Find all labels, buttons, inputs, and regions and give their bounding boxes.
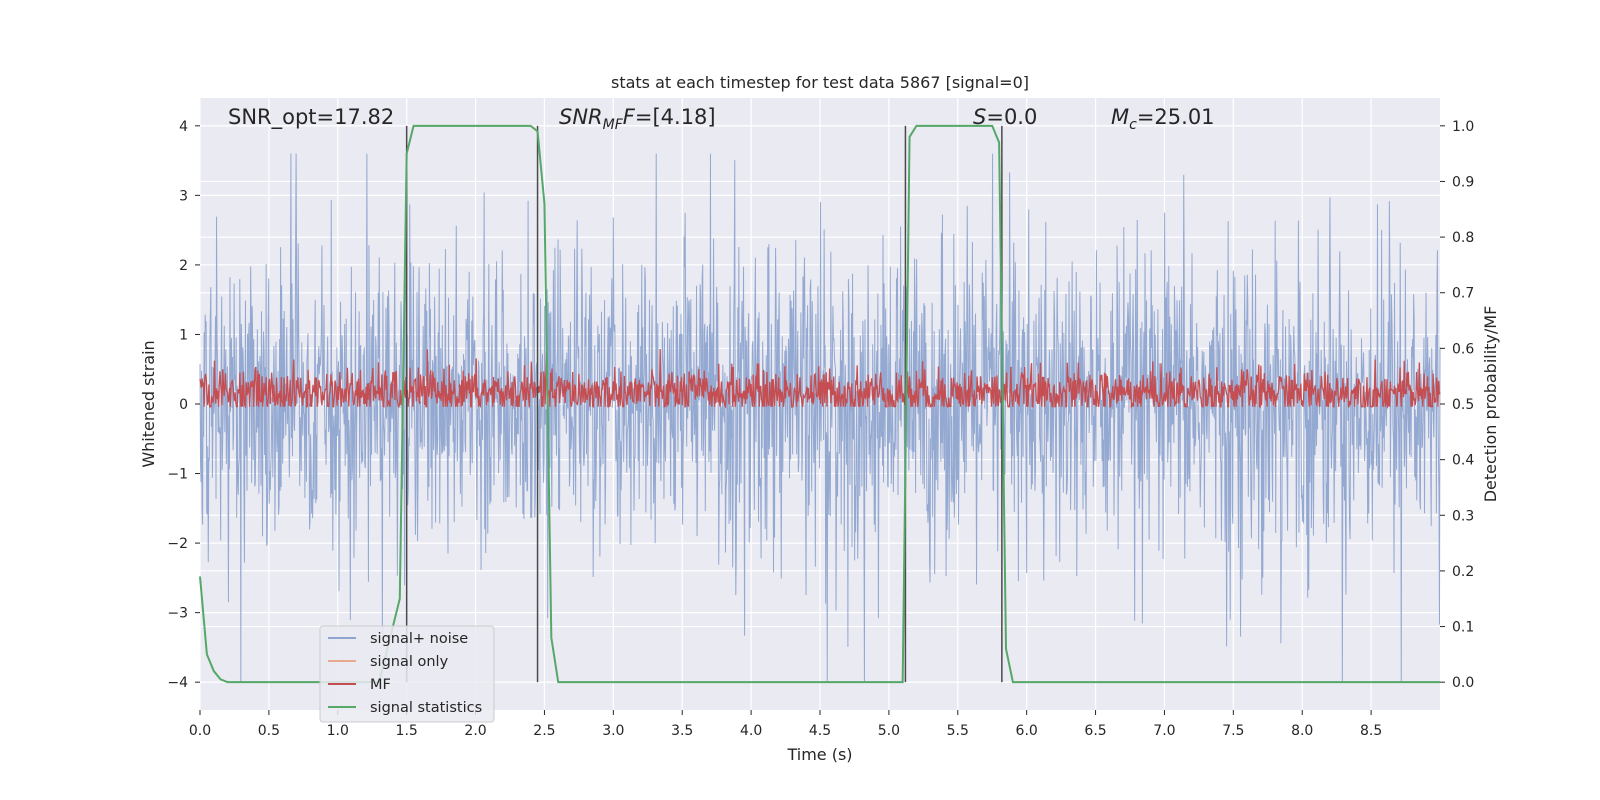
x-tick-label: 7.0 <box>1153 723 1175 739</box>
y-right-tick-label: 0.6 <box>1452 341 1474 357</box>
x-tick-label: 1.0 <box>327 723 349 739</box>
y-tick-label: 2 <box>179 258 188 274</box>
mc-base: M <box>1111 105 1129 129</box>
y-right-tick-label: 0.0 <box>1452 675 1474 691</box>
y-tick-label: −4 <box>167 675 188 691</box>
y-tick-label: −3 <box>167 606 188 622</box>
y-tick-label: 4 <box>179 119 188 135</box>
chart-title: stats at each timestep for test data 586… <box>611 73 1029 92</box>
annotation-mc: Mc=25.01 <box>1111 105 1215 133</box>
x-tick-label: 8.5 <box>1360 723 1382 739</box>
y-right-tick-label: 0.1 <box>1452 620 1474 636</box>
y-right-tick-label: 0.2 <box>1452 564 1474 580</box>
legend-label-signal-statistics: signal statistics <box>370 700 482 716</box>
x-tick-label: 7.5 <box>1222 723 1244 739</box>
y-right-tick-label: 0.9 <box>1452 174 1474 190</box>
annotation-snr-opt: SNR_opt=17.82 <box>228 105 394 130</box>
snr-mf-value: =[4.18] <box>635 105 716 129</box>
signal-statistics-line <box>199 124 1440 684</box>
x-tick-label: 3.5 <box>671 723 693 739</box>
x-axis-label: Time (s) <box>786 745 852 764</box>
y-right-tick-label: 0.5 <box>1452 397 1474 413</box>
signal-statistics-series <box>199 124 1440 684</box>
y-axis-label: Whitened strain <box>139 340 158 467</box>
s-value: =0.0 <box>986 105 1037 129</box>
y-tick-label: 0 <box>179 397 188 413</box>
y-tick-label: 3 <box>179 188 188 204</box>
snr-mf-f: F <box>623 105 636 129</box>
x-tick-label: 8.0 <box>1291 723 1313 739</box>
annotation-snr-mf: SNRMFF=[4.18] <box>559 105 716 133</box>
x-tick-label: 1.5 <box>396 723 418 739</box>
y-right-tick-label: 0.8 <box>1452 230 1474 246</box>
y-tick-label: −2 <box>167 536 188 552</box>
y-axis-ticks: −4 −3 −2 −1 0 1 2 3 4 <box>167 119 200 691</box>
legend-label-signal-only: signal only <box>370 654 449 670</box>
y-right-tick-label: 1.0 <box>1452 119 1474 135</box>
x-axis-ticks: 0.0 0.5 1.0 1.5 2.0 2.5 3.0 3.5 4.0 4.5 5.0 5.5 6.0 6… <box>189 710 1382 739</box>
y-tick-label: −1 <box>167 467 188 483</box>
x-tick-label: 4.5 <box>809 723 831 739</box>
snr-mf-base: SNR <box>559 105 603 129</box>
x-tick-label: 6.5 <box>1084 723 1106 739</box>
y-right-tick-label: 0.3 <box>1452 508 1474 524</box>
y-right-axis-ticks: 0.0 0.1 0.2 0.3 0.4 0.5 0.6 0.7 0.8 0.9 1.0 <box>1440 119 1474 691</box>
x-tick-label: 2.0 <box>464 723 486 739</box>
annotation-s: S=0.0 <box>973 105 1037 129</box>
y-right-tick-label: 0.4 <box>1452 453 1474 469</box>
x-tick-label: 0.5 <box>258 723 280 739</box>
legend: signal+ noise signal only MF signal stat… <box>319 625 495 723</box>
mc-value: =25.01 <box>1137 105 1215 129</box>
mc-sub: c <box>1129 117 1137 133</box>
legend-label-signal-noise: signal+ noise <box>370 631 468 647</box>
x-tick-label: 6.0 <box>1016 723 1038 739</box>
legend-box <box>319 625 495 723</box>
x-tick-label: 4.0 <box>740 723 762 739</box>
snr-mf-sub: MF <box>603 117 624 133</box>
legend-label-mf: MF <box>370 677 391 693</box>
x-tick-label: 2.5 <box>533 723 555 739</box>
s-symbol: S <box>973 105 986 129</box>
y-right-tick-label: 0.7 <box>1452 286 1474 302</box>
x-tick-label: 3.0 <box>602 723 624 739</box>
x-tick-label: 5.0 <box>878 723 900 739</box>
x-tick-label: 5.5 <box>947 723 969 739</box>
x-tick-label: 0.0 <box>189 723 211 739</box>
y-tick-label: 1 <box>179 327 188 343</box>
y-right-axis-label: Detection probability/MF <box>1481 306 1500 503</box>
